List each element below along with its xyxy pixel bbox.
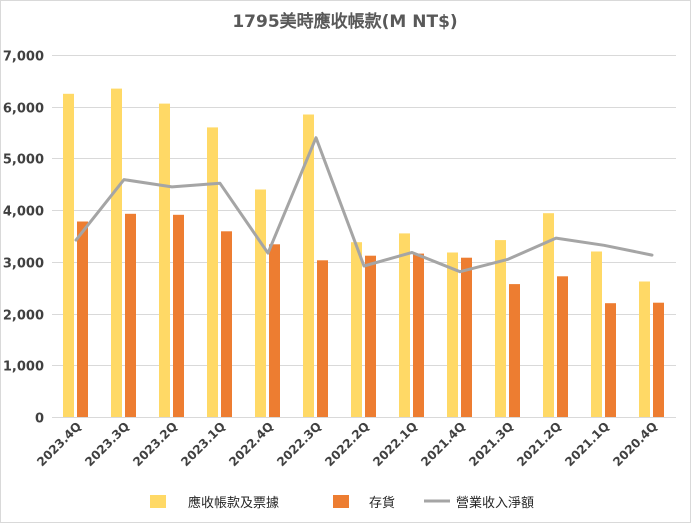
bar-inventory — [365, 255, 376, 417]
bars — [63, 88, 664, 418]
bar-inventory — [461, 257, 472, 417]
y-axis-ticks: 0 1,000 2,000 3,000 4,000 5,000 6,000 7,000 — [3, 50, 44, 427]
y-tick-label: 7,000 — [3, 50, 44, 65]
y-tick-label: 4,000 — [3, 205, 44, 220]
bar-accounts-receivable — [447, 252, 458, 417]
bar-accounts-receivable — [495, 240, 506, 417]
bar-accounts-receivable — [159, 103, 170, 417]
bar-accounts-receivable — [63, 93, 74, 418]
bar-inventory — [557, 276, 568, 417]
bar-inventory — [221, 231, 232, 417]
bar-inventory — [77, 221, 88, 417]
bar-accounts-receivable — [591, 251, 602, 417]
legend-label-inventory: 存貨 — [369, 495, 395, 511]
bar-inventory — [605, 303, 616, 417]
y-tick-label: 5,000 — [3, 153, 44, 168]
chart-title: 1795美時應收帳款(M NT$) — [232, 11, 457, 32]
bar-accounts-receivable — [303, 114, 314, 417]
bar-inventory — [317, 260, 328, 417]
bar-inventory — [125, 213, 136, 417]
bar-accounts-receivable — [543, 213, 554, 417]
y-tick-label: 3,000 — [3, 257, 44, 272]
y-tick-label: 0 — [35, 412, 44, 427]
bar-inventory — [413, 253, 424, 417]
legend: 應收帳款及票據 存貨 營業收入淨額 — [150, 495, 534, 511]
bar-accounts-receivable — [255, 189, 266, 417]
legend-swatch-inventory — [333, 495, 349, 508]
legend-label-accounts-receivable: 應收帳款及票據 — [188, 495, 279, 511]
legend-swatch-accounts-receivable — [150, 495, 166, 508]
bar-inventory — [653, 302, 664, 417]
line-series — [74, 136, 654, 274]
bar-accounts-receivable — [351, 242, 362, 417]
bar-accounts-receivable — [399, 233, 410, 417]
line-revenue — [74, 136, 654, 274]
gridlines — [52, 55, 676, 418]
bar-inventory — [509, 284, 520, 417]
bar-inventory — [269, 244, 280, 417]
bar-inventory — [173, 214, 184, 417]
bar-accounts-receivable — [111, 88, 122, 417]
bar-accounts-receivable — [207, 127, 218, 418]
legend-label-revenue: 營業收入淨額 — [456, 495, 534, 511]
y-tick-label: 1,000 — [3, 360, 44, 375]
y-tick-label: 6,000 — [3, 102, 44, 117]
bar-accounts-receivable — [639, 281, 650, 417]
y-tick-label: 2,000 — [3, 309, 44, 324]
